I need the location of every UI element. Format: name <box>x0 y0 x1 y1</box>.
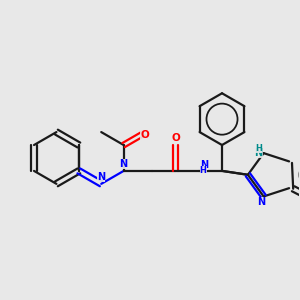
Text: H: H <box>200 166 207 175</box>
Text: N: N <box>120 159 128 169</box>
Text: N: N <box>255 148 263 158</box>
Text: N: N <box>200 160 208 170</box>
Text: N: N <box>97 172 105 182</box>
Text: H: H <box>255 144 262 153</box>
Text: O: O <box>140 130 149 140</box>
Text: N: N <box>258 197 266 207</box>
Text: O: O <box>171 133 180 142</box>
